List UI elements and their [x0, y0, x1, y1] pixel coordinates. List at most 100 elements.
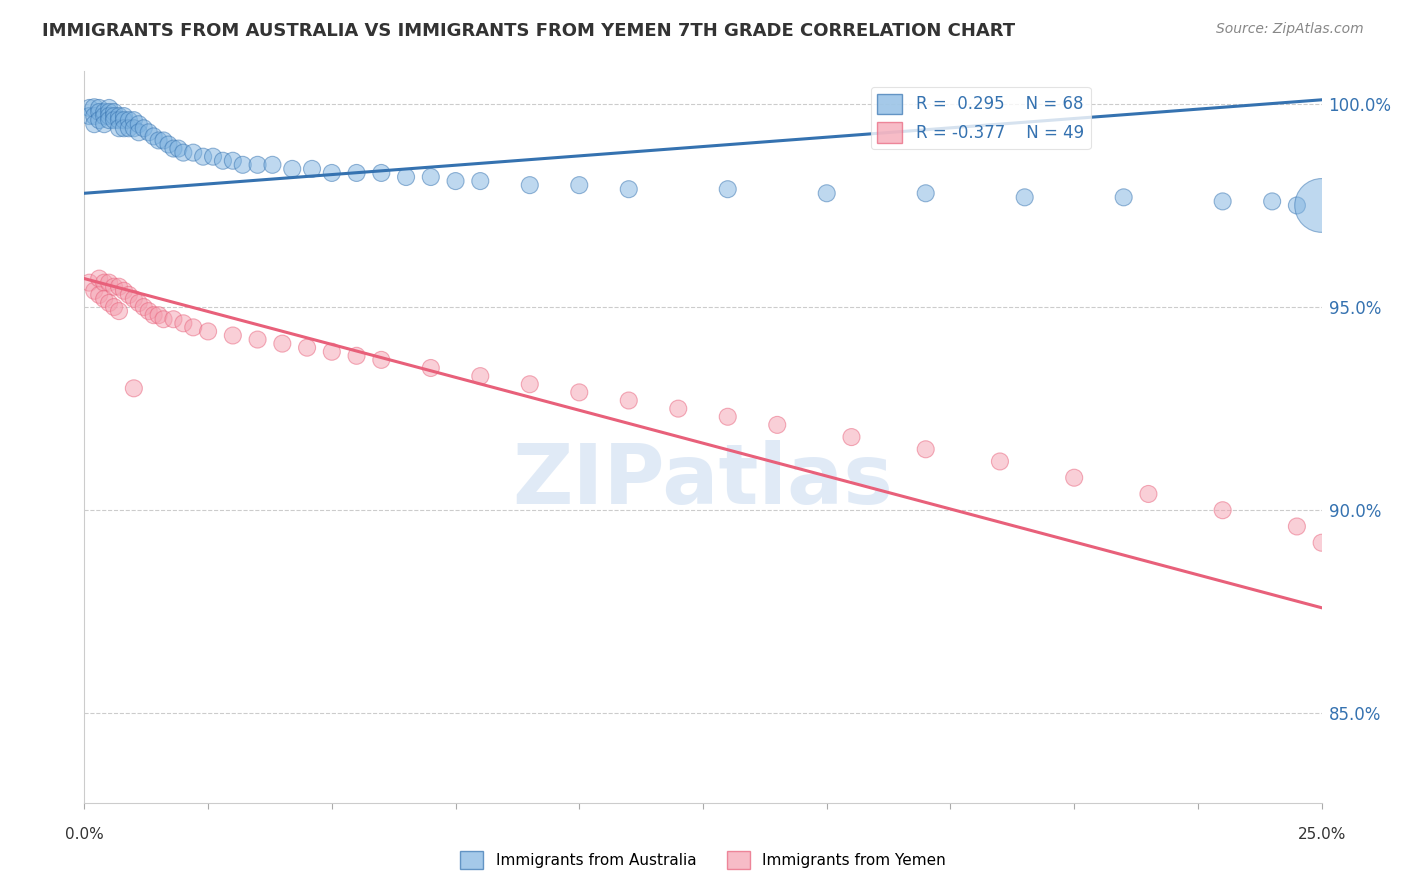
Point — [93, 276, 115, 290]
Point — [112, 121, 135, 136]
Point — [118, 121, 141, 136]
Point — [83, 101, 105, 115]
Point — [93, 105, 115, 120]
Point — [346, 166, 368, 180]
Point — [132, 300, 155, 314]
Point — [89, 105, 111, 120]
Point — [519, 377, 541, 392]
Point — [568, 385, 591, 400]
Point — [395, 169, 418, 184]
Point — [152, 312, 174, 326]
Point — [98, 105, 121, 120]
Point — [89, 288, 111, 302]
Point — [142, 308, 165, 322]
Point — [83, 284, 105, 298]
Point — [93, 292, 115, 306]
Point — [108, 109, 131, 123]
Point — [202, 150, 225, 164]
Text: IMMIGRANTS FROM AUSTRALIA VS IMMIGRANTS FROM YEMEN 7TH GRADE CORRELATION CHART: IMMIGRANTS FROM AUSTRALIA VS IMMIGRANTS … — [42, 22, 1015, 40]
Point — [108, 304, 131, 318]
Legend: Immigrants from Australia, Immigrants from Yemen: Immigrants from Australia, Immigrants fr… — [454, 845, 952, 875]
Point — [122, 113, 145, 128]
Point — [172, 316, 194, 330]
Text: ZIPatlas: ZIPatlas — [513, 441, 893, 522]
Point — [122, 381, 145, 395]
Point — [222, 328, 245, 343]
Point — [370, 352, 392, 367]
Point — [148, 308, 170, 322]
Point — [262, 158, 284, 172]
Point — [617, 182, 640, 196]
Point — [666, 401, 689, 416]
Point — [103, 279, 125, 293]
Point — [108, 279, 131, 293]
Point — [914, 186, 936, 201]
Point — [717, 409, 740, 424]
Point — [519, 178, 541, 193]
Point — [148, 133, 170, 147]
Point — [419, 169, 441, 184]
Point — [232, 158, 254, 172]
Point — [83, 109, 105, 123]
Point — [914, 442, 936, 457]
Point — [93, 117, 115, 131]
Legend: R =  0.295    N = 68, R = -0.377    N = 49: R = 0.295 N = 68, R = -0.377 N = 49 — [870, 87, 1091, 149]
Point — [321, 344, 343, 359]
Point — [162, 142, 184, 156]
Point — [108, 121, 131, 136]
Point — [1014, 190, 1036, 204]
Point — [181, 320, 204, 334]
Point — [98, 109, 121, 123]
Point — [1137, 487, 1160, 501]
Point — [470, 174, 492, 188]
Text: 0.0%: 0.0% — [65, 827, 104, 842]
Point — [568, 178, 591, 193]
Point — [419, 361, 441, 376]
Point — [766, 417, 789, 432]
Point — [470, 369, 492, 384]
Point — [191, 150, 214, 164]
Point — [152, 133, 174, 147]
Point — [112, 284, 135, 298]
Point — [122, 121, 145, 136]
Point — [988, 454, 1011, 468]
Text: 25.0%: 25.0% — [1298, 827, 1346, 842]
Point — [89, 101, 111, 115]
Point — [112, 113, 135, 128]
Point — [271, 336, 294, 351]
Text: Source: ZipAtlas.com: Source: ZipAtlas.com — [1216, 22, 1364, 37]
Point — [1212, 194, 1234, 209]
Point — [93, 109, 115, 123]
Point — [1112, 190, 1135, 204]
Point — [79, 109, 101, 123]
Point — [617, 393, 640, 408]
Point — [246, 333, 269, 347]
Point — [138, 304, 160, 318]
Point — [122, 292, 145, 306]
Point — [112, 109, 135, 123]
Point — [118, 113, 141, 128]
Point — [157, 137, 180, 152]
Point — [98, 296, 121, 310]
Point — [79, 276, 101, 290]
Point — [1310, 198, 1333, 212]
Point — [98, 113, 121, 128]
Point — [1310, 535, 1333, 549]
Point — [167, 142, 190, 156]
Point — [346, 349, 368, 363]
Point — [295, 341, 318, 355]
Point — [79, 101, 101, 115]
Point — [1285, 198, 1308, 212]
Point — [181, 145, 204, 160]
Point — [841, 430, 863, 444]
Point — [128, 117, 150, 131]
Point — [83, 117, 105, 131]
Point — [212, 153, 235, 168]
Point — [98, 101, 121, 115]
Point — [142, 129, 165, 144]
Point — [89, 113, 111, 128]
Point — [321, 166, 343, 180]
Point — [1063, 471, 1085, 485]
Point — [162, 312, 184, 326]
Point — [138, 125, 160, 139]
